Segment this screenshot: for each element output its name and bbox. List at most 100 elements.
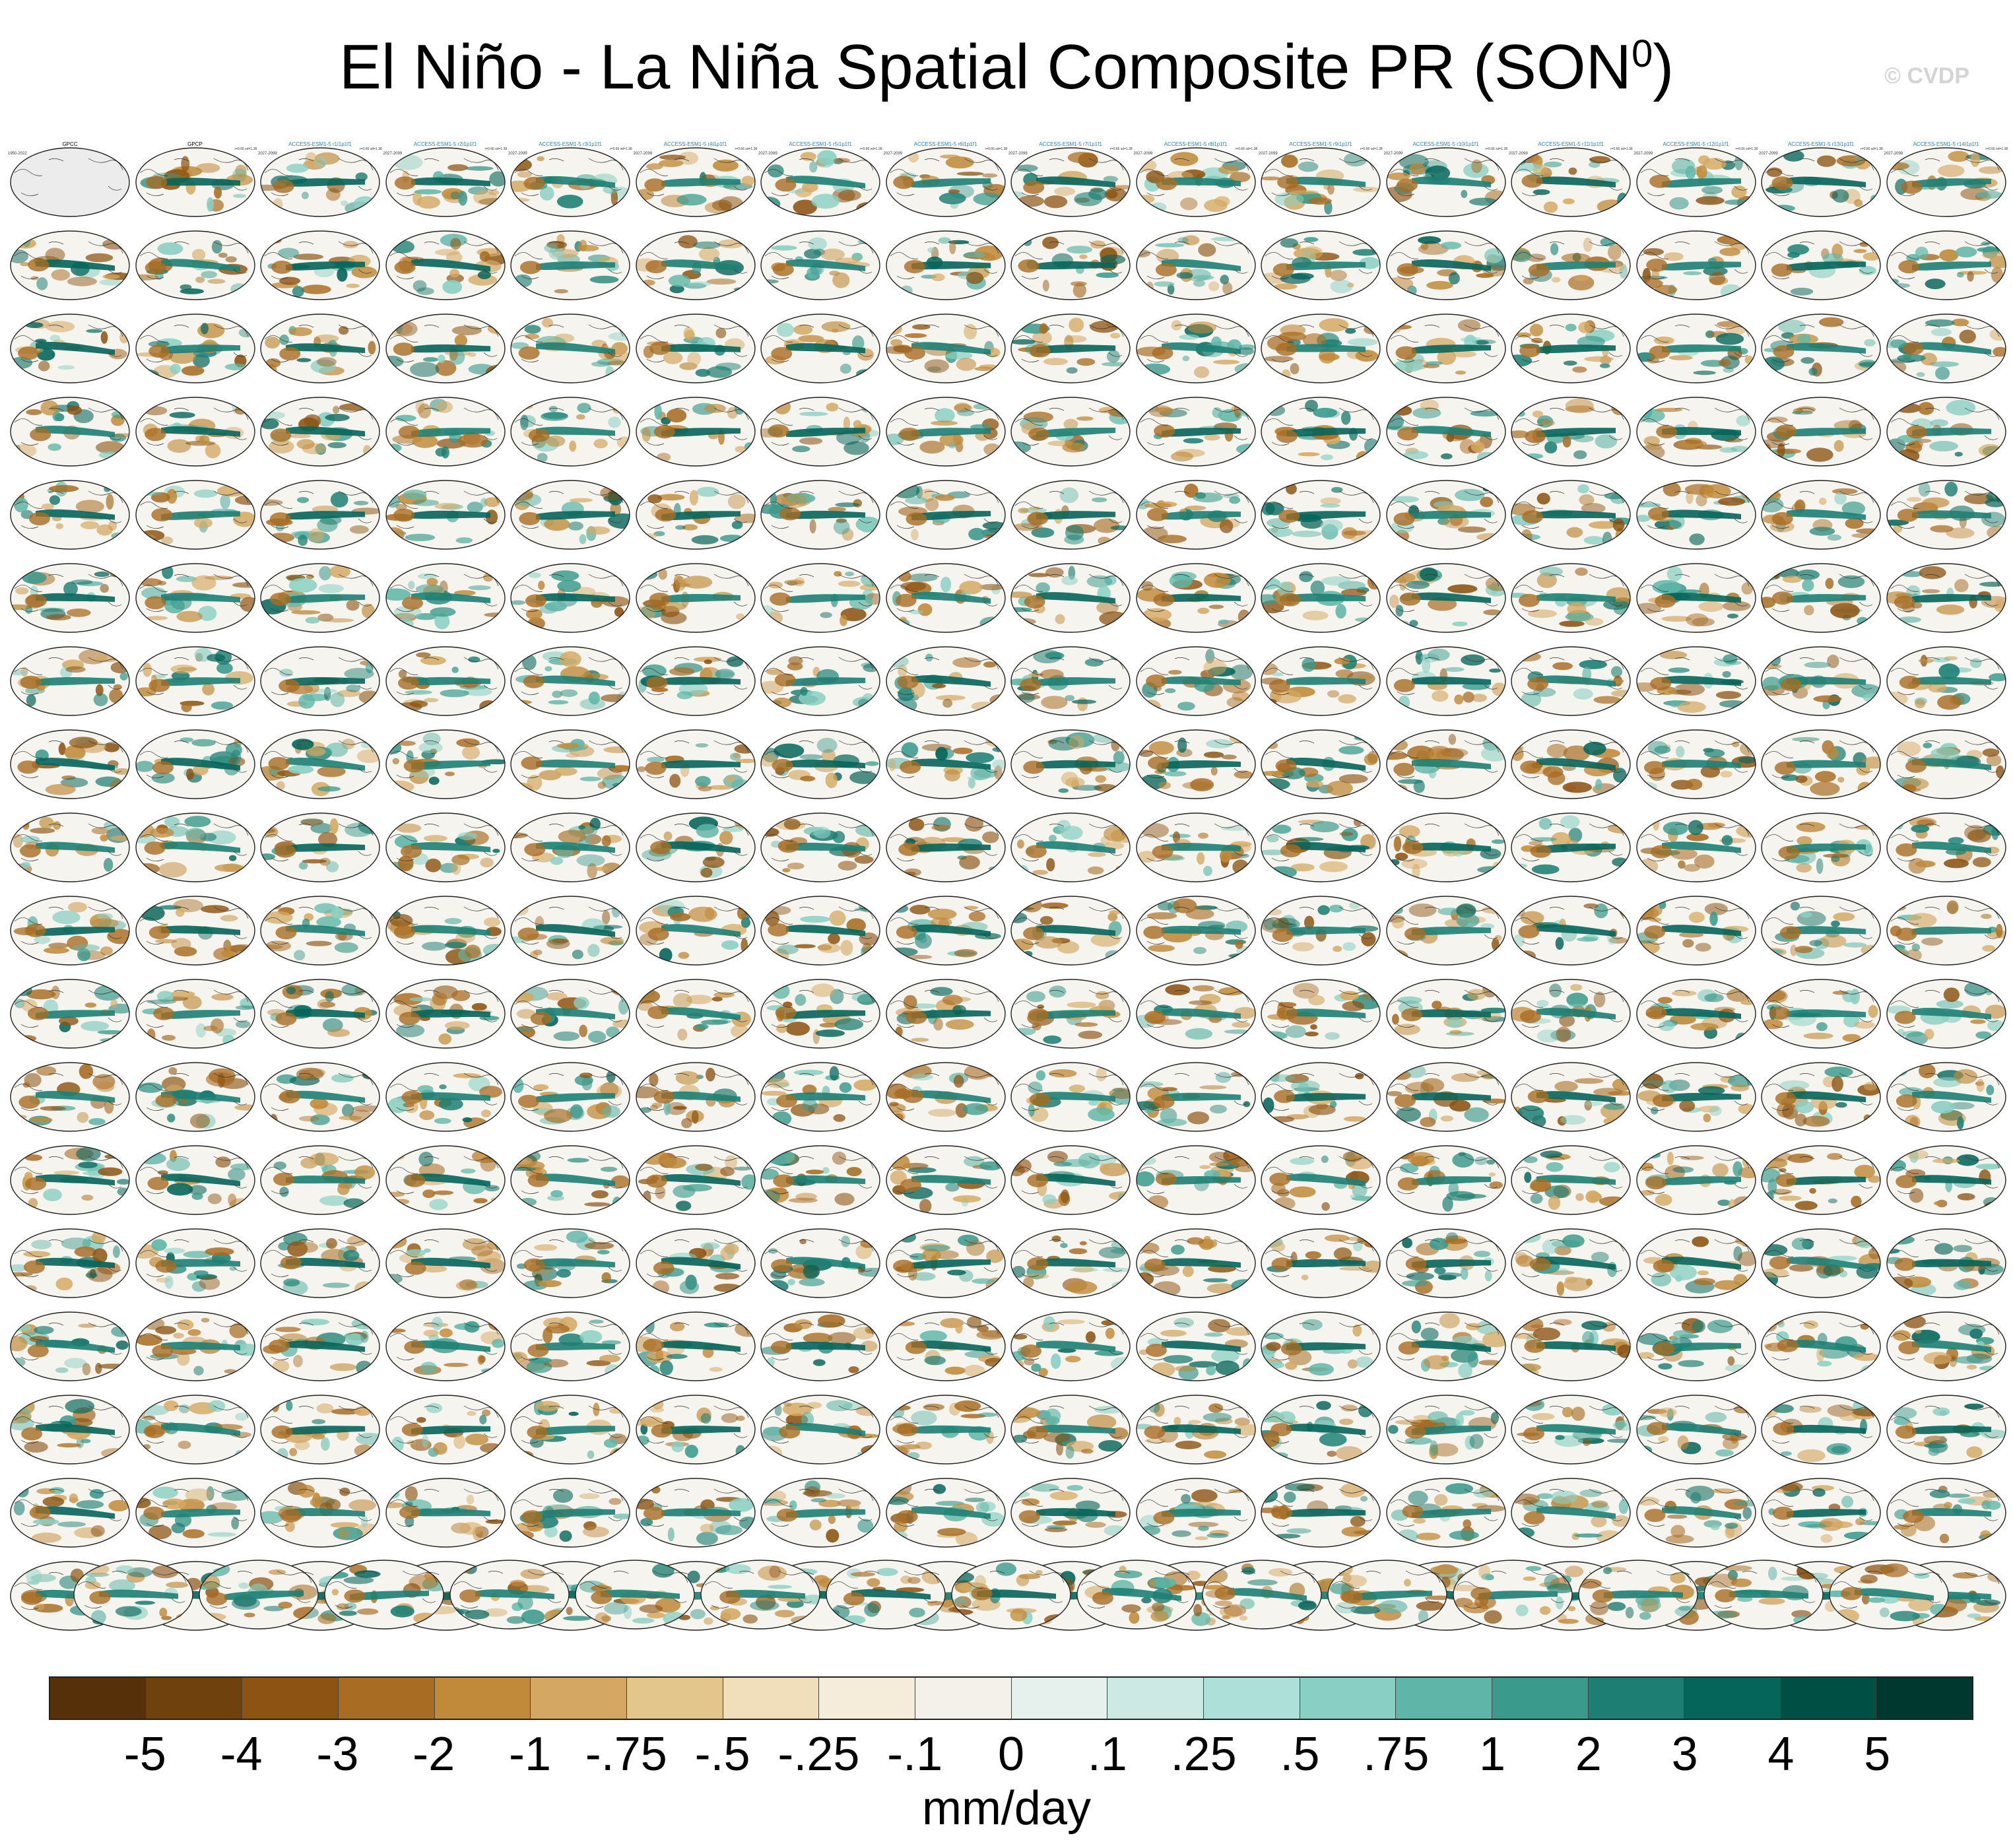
coastline	[764, 823, 874, 861]
maritime-continent-dry-patch	[898, 428, 920, 441]
coastline	[1014, 241, 1124, 279]
dry-anomaly-blob	[1845, 517, 1864, 529]
map-svg	[385, 314, 506, 383]
maritime-continent-dry-patch	[777, 840, 799, 853]
dry-anomaly-blob	[1915, 860, 1936, 868]
map-panel	[135, 1144, 256, 1216]
wet-anomaly-blob	[1954, 451, 1963, 457]
wet-anomaly-blob	[1415, 649, 1423, 665]
maritime-continent-dry-patch	[1028, 428, 1050, 441]
dry-anomaly-blob	[1593, 696, 1621, 704]
wet-anomaly-blob	[770, 492, 777, 507]
map-border	[1635, 896, 1756, 966]
dry-anomaly-blob	[1188, 1000, 1212, 1005]
maritime-continent-dry-patch	[1775, 424, 1797, 438]
dry-anomaly-blob	[392, 758, 399, 765]
wet-anomaly-blob	[414, 613, 437, 620]
dry-anomaly-blob	[1054, 187, 1076, 196]
equatorial-wet-band	[1661, 593, 1741, 603]
dry-anomaly-blob	[1936, 695, 1962, 710]
dry-anomaly-blob	[1584, 1100, 1592, 1111]
map-border	[1635, 812, 1756, 882]
maritime-continent-dry-patch	[1655, 425, 1677, 439]
map-border	[510, 812, 630, 882]
wet-anomaly-blob	[138, 1152, 166, 1165]
wet-anomaly-blob	[802, 1098, 818, 1112]
wet-anomaly-blob	[1185, 1028, 1212, 1040]
map-svg	[1511, 480, 1631, 550]
map-border	[10, 646, 130, 716]
dry-anomaly-blob	[1334, 657, 1350, 665]
wet-anomaly-blob	[288, 578, 317, 593]
equatorial-wet-band	[1286, 176, 1366, 187]
wet-anomaly-blob	[600, 1166, 618, 1172]
map-panel	[1260, 562, 1381, 634]
dry-anomaly-blob	[602, 910, 610, 925]
dry-anomaly-blob	[964, 906, 978, 910]
wet-anomaly-blob	[1804, 661, 1832, 669]
map-svg	[760, 147, 880, 217]
dry-anomaly-blob	[1040, 915, 1053, 925]
dry-anomaly-blob	[983, 661, 996, 668]
dry-anomaly-blob	[1523, 278, 1534, 284]
dry-anomaly-blob	[1342, 1001, 1364, 1012]
equatorial-wet-band	[911, 428, 991, 437]
dry-anomaly-blob	[1406, 745, 1434, 762]
dry-anomaly-blob	[1338, 774, 1368, 784]
maritime-continent-dry-patch	[904, 346, 925, 360]
dry-anomaly-blob	[189, 1113, 210, 1129]
dry-anomaly-blob	[1986, 754, 2001, 767]
wet-anomaly-blob	[156, 991, 174, 1003]
wet-anomaly-blob	[1397, 779, 1423, 784]
map-border	[635, 147, 756, 217]
map-svg	[760, 397, 880, 467]
map-panel	[885, 396, 1006, 467]
equatorial-wet-band	[661, 511, 741, 521]
wet-anomaly-blob	[296, 358, 312, 362]
map-panel	[9, 1144, 131, 1216]
dry-anomaly-blob	[511, 197, 531, 203]
dry-anomaly-blob	[75, 500, 104, 513]
coastline	[264, 324, 374, 362]
coastline	[764, 490, 874, 529]
equatorial-wet-band	[1536, 1007, 1616, 1020]
wet-anomaly-blob	[103, 857, 114, 872]
wet-anomaly-blob	[646, 756, 665, 763]
dry-anomaly-blob	[1718, 359, 1731, 367]
panel-stats: r=0.66 sd=1.38	[1610, 147, 1633, 151]
dry-anomaly-blob	[704, 659, 712, 665]
wet-anomaly-blob	[1329, 904, 1344, 913]
map-svg	[1010, 230, 1131, 300]
map-border	[1761, 563, 1881, 633]
map-svg	[10, 896, 130, 966]
dry-anomaly-blob	[30, 828, 55, 834]
dry-anomaly-blob	[903, 995, 917, 1010]
coastline	[514, 490, 624, 529]
dry-anomaly-blob	[1678, 1100, 1695, 1112]
dry-anomaly-blob	[362, 603, 375, 618]
map-border	[1761, 812, 1881, 882]
equatorial-wet-band	[536, 261, 615, 270]
maritime-continent-dry-patch	[1274, 1090, 1296, 1104]
dry-anomaly-blob	[1023, 411, 1053, 423]
equatorial-wet-band	[286, 757, 365, 771]
dry-anomaly-blob	[478, 198, 505, 206]
equatorial-wet-band	[1661, 427, 1741, 436]
dry-anomaly-blob	[1187, 1111, 1209, 1125]
equatorial-wet-band	[36, 677, 115, 686]
dry-anomaly-blob	[1203, 751, 1224, 758]
dry-anomaly-blob	[853, 1079, 877, 1091]
dry-anomaly-blob	[24, 1154, 42, 1161]
wet-anomaly-blob	[135, 368, 159, 380]
dry-anomaly-blob	[1078, 1030, 1103, 1040]
equatorial-wet-band	[1787, 343, 1866, 354]
dry-anomaly-blob	[766, 669, 783, 675]
coastline	[1640, 740, 1749, 778]
dry-anomaly-blob	[1308, 995, 1325, 1006]
wet-anomaly-blob	[1484, 248, 1503, 263]
coastline	[514, 989, 624, 1028]
wet-anomaly-blob	[901, 742, 918, 758]
wet-anomaly-blob	[929, 987, 953, 996]
dry-anomaly-blob	[1446, 433, 1454, 442]
map-panel	[885, 230, 1006, 301]
